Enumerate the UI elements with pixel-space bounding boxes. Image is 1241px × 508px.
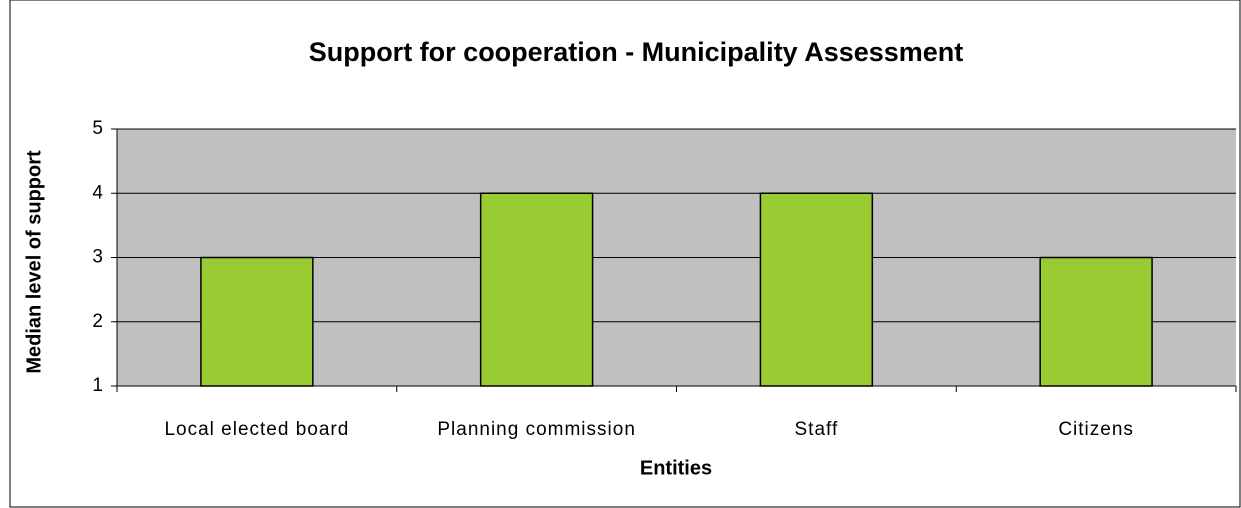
- y-tick-label: 1: [92, 375, 103, 396]
- y-tick-label: 2: [92, 311, 103, 332]
- bar: [200, 256, 314, 387]
- x-axis-label: Entities: [640, 457, 712, 479]
- x-tick-label: Local elected board: [164, 419, 349, 440]
- chart-title: Support for cooperation - Municipality A…: [309, 37, 964, 67]
- bar: [1039, 256, 1153, 387]
- x-tick-label: Staff: [795, 419, 839, 440]
- bar: [479, 192, 594, 387]
- y-tick-label: 5: [92, 118, 103, 139]
- x-tick-label: Planning commission: [437, 419, 636, 440]
- y-tick-label: 3: [92, 247, 103, 268]
- x-tick-label: Citizens: [1058, 419, 1134, 440]
- y-tick-label: 4: [92, 182, 103, 203]
- y-axis-label: Median level of support: [23, 150, 45, 374]
- bar: [759, 192, 874, 387]
